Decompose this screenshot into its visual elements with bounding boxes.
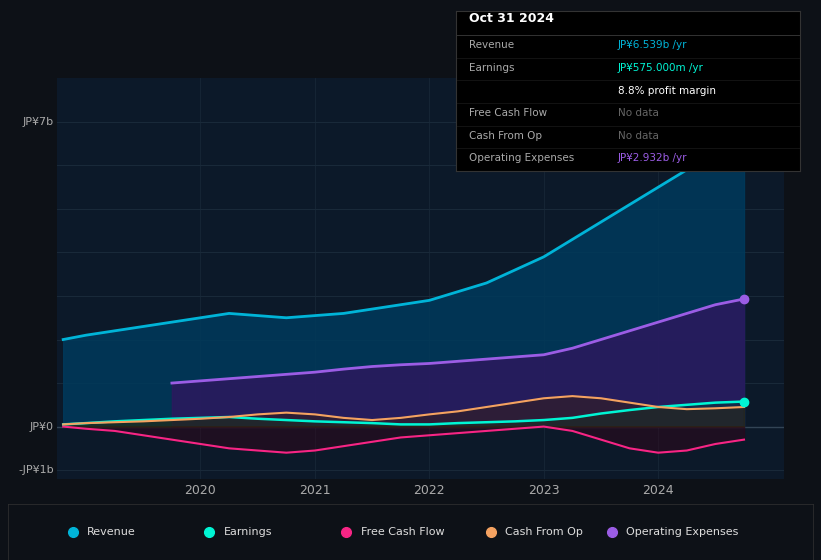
Text: Operating Expenses: Operating Expenses: [626, 527, 739, 537]
Text: Oct 31 2024: Oct 31 2024: [470, 12, 554, 25]
Text: JP¥7b: JP¥7b: [23, 117, 54, 127]
Text: Earnings: Earnings: [224, 527, 273, 537]
Text: -JP¥1b: -JP¥1b: [18, 465, 54, 475]
Text: Earnings: Earnings: [470, 63, 515, 73]
Text: JP¥6.539b /yr: JP¥6.539b /yr: [617, 40, 687, 50]
Text: JP¥0: JP¥0: [30, 422, 54, 432]
Text: JP¥2.932b /yr: JP¥2.932b /yr: [617, 153, 687, 164]
Text: Free Cash Flow: Free Cash Flow: [360, 527, 444, 537]
Text: Revenue: Revenue: [470, 40, 515, 50]
Text: No data: No data: [617, 108, 658, 118]
Text: 8.8% profit margin: 8.8% profit margin: [617, 86, 716, 96]
Text: JP¥575.000m /yr: JP¥575.000m /yr: [617, 63, 704, 73]
Text: Cash From Op: Cash From Op: [470, 130, 543, 141]
Text: Operating Expenses: Operating Expenses: [470, 153, 575, 164]
Text: Free Cash Flow: Free Cash Flow: [470, 108, 548, 118]
Text: Revenue: Revenue: [87, 527, 135, 537]
Text: No data: No data: [617, 130, 658, 141]
Text: Cash From Op: Cash From Op: [506, 527, 583, 537]
